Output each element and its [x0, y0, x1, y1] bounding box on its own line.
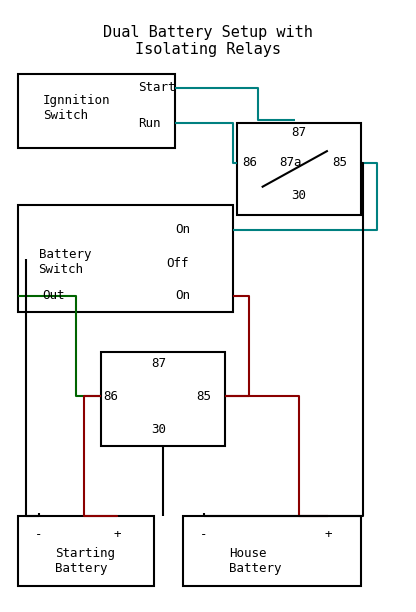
FancyBboxPatch shape [237, 123, 361, 215]
Text: On: On [175, 289, 190, 302]
Text: -: - [35, 528, 42, 541]
FancyBboxPatch shape [18, 75, 175, 147]
Text: Out: Out [43, 289, 65, 302]
Text: Run: Run [138, 117, 160, 130]
Text: 86: 86 [104, 390, 119, 403]
FancyBboxPatch shape [101, 352, 225, 446]
Text: 86: 86 [242, 156, 257, 170]
Text: 30: 30 [151, 422, 166, 436]
Text: -: - [200, 528, 208, 541]
Text: +: + [324, 528, 332, 541]
Text: Dual Battery Setup with
Isolating Relays: Dual Battery Setup with Isolating Relays [103, 25, 313, 57]
Text: Battery
Switch: Battery Switch [39, 248, 91, 276]
Text: Starting
Battery: Starting Battery [55, 547, 115, 575]
Text: 87: 87 [292, 126, 307, 139]
Text: 85: 85 [333, 156, 348, 170]
Text: Off: Off [167, 257, 189, 270]
Text: Start: Start [138, 81, 175, 94]
FancyBboxPatch shape [18, 206, 233, 312]
Text: House
Battery: House Battery [229, 547, 281, 575]
Text: 30: 30 [292, 188, 307, 201]
FancyBboxPatch shape [18, 516, 154, 586]
FancyBboxPatch shape [183, 516, 361, 586]
Text: Ignnition
Switch: Ignnition Switch [43, 94, 110, 122]
Text: 87: 87 [151, 357, 166, 370]
Text: 85: 85 [196, 390, 211, 403]
Text: +: + [113, 528, 121, 541]
Text: On: On [175, 223, 190, 236]
Text: 87a: 87a [280, 156, 302, 170]
